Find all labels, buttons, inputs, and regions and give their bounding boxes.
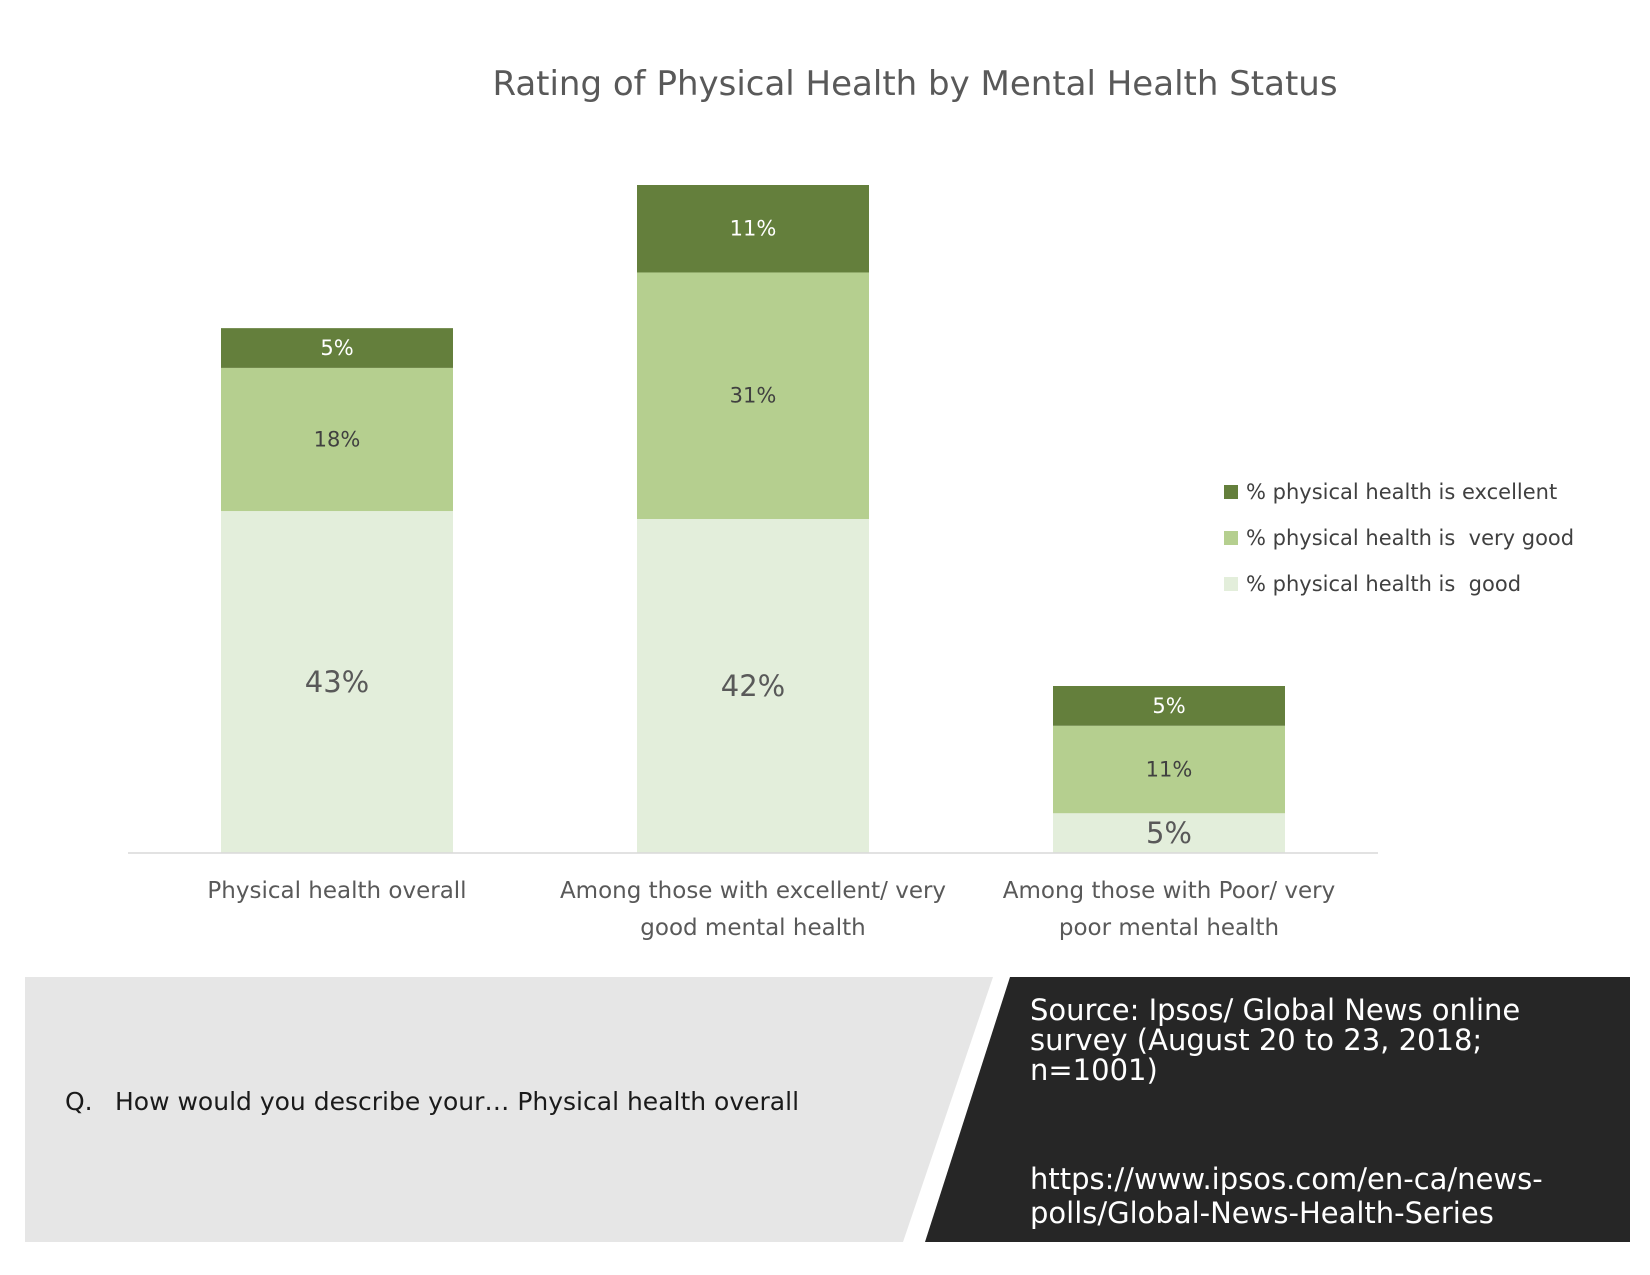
source-panel (925, 977, 1630, 1242)
bar-segment (221, 511, 453, 853)
data-label: 11% (1146, 758, 1193, 782)
category-label: Among those with excellent/ very (560, 878, 946, 904)
bar-segment (221, 367, 453, 512)
source-text: Source: Ipsos/ Global News online survey… (1030, 993, 1521, 1087)
data-label: 18% (314, 427, 361, 451)
category-label: Among those with Poor/ very (1003, 878, 1335, 904)
chart-title: Rating of Physical Health by Mental Heal… (492, 64, 1337, 104)
source-url[interactable]: https://www.ipsos.com/en-ca/news-polls/G… (1030, 1162, 1543, 1230)
bar-segment (1053, 725, 1285, 814)
data-label: 31% (730, 384, 777, 408)
bar-segment (637, 272, 869, 519)
data-label: 5% (1146, 816, 1192, 850)
bar-segment (1053, 813, 1285, 853)
legend-label: % physical health is very good (1246, 526, 1574, 550)
data-label: 11% (730, 217, 777, 241)
bar-segment (637, 185, 869, 273)
category-label: poor mental health (1059, 915, 1279, 941)
data-label: 43% (305, 665, 369, 699)
question-panel (25, 977, 993, 1242)
bar-segment (637, 519, 869, 853)
bar-segment (221, 328, 453, 368)
legend-swatch (1224, 577, 1238, 591)
data-label: 42% (721, 669, 785, 703)
bar-segment (1053, 686, 1285, 726)
legend: % physical health is excellent % physical… (1224, 480, 1574, 596)
question-text: How would you describe your… Physical he… (115, 1087, 800, 1116)
category-label: Physical health overall (207, 878, 466, 904)
data-label: 5% (1152, 694, 1185, 718)
legend-swatch (1224, 485, 1238, 499)
legend-swatch (1224, 531, 1238, 545)
category-labels: Physical health overall Among those with … (207, 878, 1335, 941)
data-label: 5% (320, 336, 353, 360)
question-prefix: Q. (65, 1087, 93, 1116)
category-label: good mental health (640, 915, 865, 941)
legend-label: % physical health is good (1246, 572, 1521, 596)
legend-label: % physical health is excellent (1246, 480, 1557, 504)
bars-group: 43% 18% 5% 42% 31% 11% 5% 11% 5% (221, 185, 1285, 853)
